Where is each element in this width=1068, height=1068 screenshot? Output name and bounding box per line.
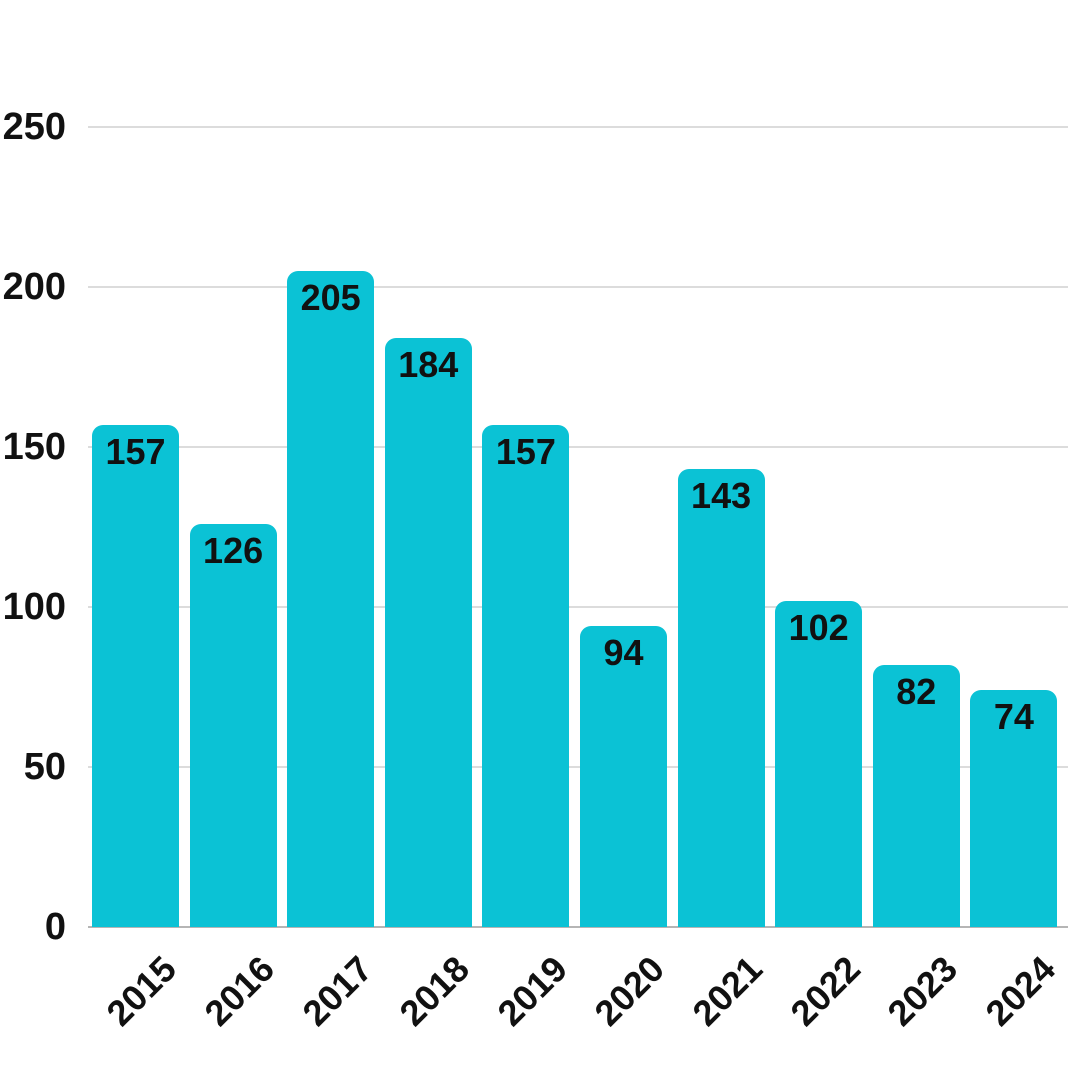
bar-value-label: 184 — [398, 344, 459, 386]
y-axis-tick-label: 0 — [44, 906, 66, 948]
bar-value-label: 82 — [896, 670, 937, 712]
x-axis-tick-label: 2024 — [977, 948, 1063, 1034]
x-axis-tick-label: 2023 — [879, 948, 966, 1034]
y-axis-tick-label: 200 — [2, 266, 66, 308]
gridline — [88, 446, 1068, 448]
bar-value-label: 102 — [788, 606, 849, 648]
bar-value-label: 126 — [203, 529, 264, 571]
gridline — [88, 126, 1068, 128]
bar-value-label: 157 — [495, 430, 556, 472]
bar-2023: 82 — [872, 664, 960, 927]
y-axis-tick-label: 50 — [23, 746, 66, 788]
bar-value-label: 205 — [300, 277, 361, 318]
y-axis-tick-label: 150 — [2, 426, 66, 468]
bar-2015: 157 — [92, 424, 179, 927]
x-axis-tick-label: 2015 — [98, 948, 185, 1034]
bar-2017: 205 — [287, 271, 375, 927]
x-axis-tick-label: 2020 — [586, 948, 673, 1034]
bar-2022: 102 — [775, 600, 863, 927]
x-axis-tick-label: 2016 — [196, 948, 283, 1034]
gridline — [88, 606, 1068, 608]
bar-2020: 94 — [580, 626, 667, 927]
bar-value-label: 143 — [691, 475, 752, 517]
x-axis-tick-label: 2018 — [391, 948, 478, 1034]
y-axis-tick-label: 250 — [2, 106, 66, 148]
gridline — [88, 286, 1068, 288]
x-axis-tick-label: 2022 — [782, 948, 868, 1034]
x-axis-tick-label: 2019 — [489, 948, 575, 1034]
bar-2021: 143 — [677, 469, 765, 927]
y-axis-tick-label: 100 — [2, 586, 66, 628]
bar-2024: 74 — [970, 690, 1058, 927]
bar-value-label: 74 — [993, 696, 1034, 738]
x-axis-tick-label: 2017 — [294, 948, 380, 1034]
x-axis-line — [88, 926, 1068, 928]
bar-value-label: 94 — [603, 632, 644, 674]
bar-2016: 126 — [189, 523, 277, 927]
gridline — [88, 766, 1068, 768]
bar-2019: 157 — [482, 424, 570, 927]
bar-value-label: 157 — [105, 430, 166, 472]
bar-2018: 184 — [384, 338, 472, 927]
x-axis-tick-label: 2021 — [684, 948, 771, 1034]
